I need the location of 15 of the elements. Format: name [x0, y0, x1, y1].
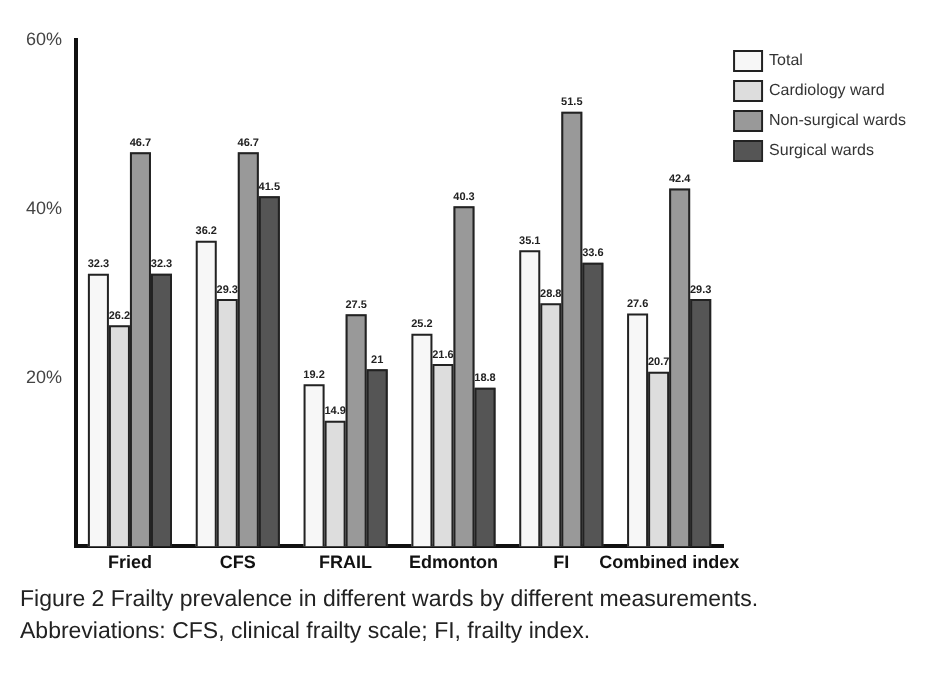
y-tick-label: 20% [26, 366, 63, 387]
legend-label: Non-surgical wards [769, 111, 906, 130]
legend-label: Surgical wards [769, 141, 874, 160]
y-tick-label: 40% [26, 197, 63, 218]
text: Abbreviations: CFS, clinical frailty scale; FI, frailty index. [20, 618, 593, 648]
x-tick-label: FRAIL [319, 552, 374, 573]
caption: Figure 2 Frailty prevalence in different wards by different measurements. [20, 586, 761, 616]
legend-label: Cardiology ward [769, 81, 885, 100]
legend-label: Total [769, 51, 804, 70]
x-tick-label: Combined index [599, 552, 740, 573]
x-tick-label: Fried [107, 552, 152, 573]
x-tick-label: FI [553, 552, 570, 573]
y-tick-label: 60% [26, 28, 63, 49]
x-tick-label: CFS [219, 552, 256, 573]
x-tick-label: Edmonton [408, 552, 498, 573]
